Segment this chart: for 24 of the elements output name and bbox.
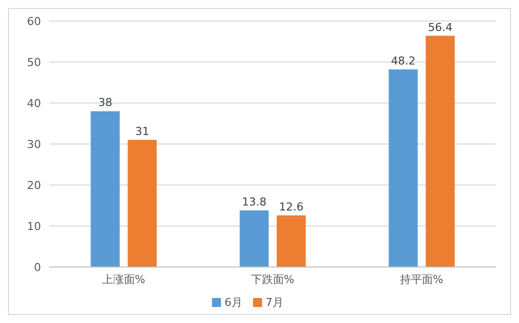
data-label: 48.2 xyxy=(390,54,416,68)
y-tick-label: 10 xyxy=(27,220,41,233)
bar xyxy=(426,36,455,267)
x-tick-label: 持平面% xyxy=(400,272,444,286)
bar xyxy=(388,69,418,267)
y-tick-label: 60 xyxy=(27,14,41,28)
y-tick-label: 40 xyxy=(27,96,41,110)
data-label: 12.6 xyxy=(278,200,304,214)
y-tick-label: 20 xyxy=(27,178,41,192)
legend-label: 6月 xyxy=(224,296,242,309)
x-tick-label: 下跌面% xyxy=(250,272,294,286)
data-label: 13.8 xyxy=(242,195,266,208)
bar xyxy=(276,215,306,267)
y-tick-label: 0 xyxy=(34,260,41,274)
bar xyxy=(90,111,120,267)
data-label: 56.4 xyxy=(428,20,452,34)
y-tick-label: 50 xyxy=(27,56,41,69)
data-label: 31 xyxy=(135,124,150,138)
bar xyxy=(240,210,269,267)
x-tick-label: 上涨面% xyxy=(102,272,146,286)
y-tick-label: 30 xyxy=(27,138,41,151)
data-label: 38 xyxy=(98,96,112,110)
legend-label: 7月 xyxy=(266,296,284,309)
bar xyxy=(128,140,157,267)
